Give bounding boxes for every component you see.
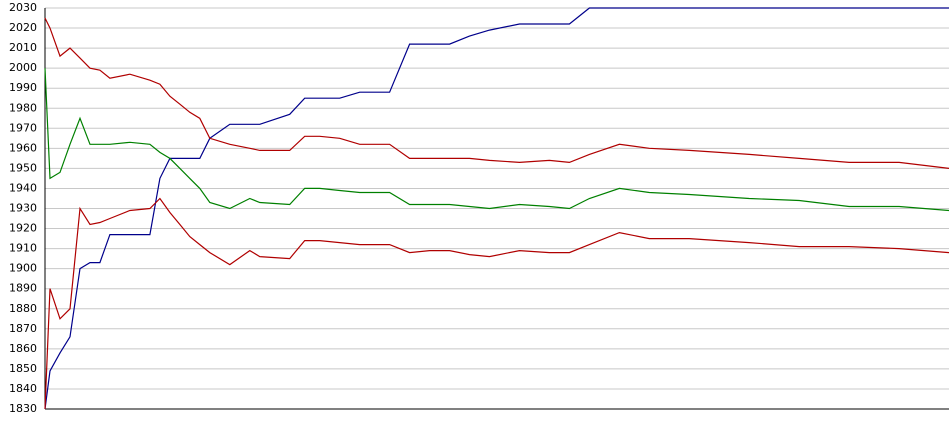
y-tick-label: 1850 [9,362,37,375]
y-tick-label: 1960 [9,141,37,154]
y-tick-label: 2030 [9,1,37,14]
y-tick-label: 1890 [9,282,37,295]
series-line [44,68,950,212]
y-tick-label: 1860 [9,342,37,355]
y-tick-label: 1950 [9,161,37,174]
y-tick-label: 1900 [9,262,37,275]
y-tick-label: 1840 [9,382,37,395]
y-tick-label: 1880 [9,302,37,315]
y-tick-label: 1940 [9,181,37,194]
y-tick-label: 1830 [9,402,37,415]
y-tick-label: 1910 [9,242,37,255]
y-tick-label: 1980 [9,101,37,114]
y-tick-label: 1990 [9,81,37,94]
y-tick-label: 2000 [9,61,37,74]
series-line [44,17,950,169]
series-line [44,197,950,410]
y-tick-label: 1870 [9,322,37,335]
y-tick-label: 1920 [9,222,37,235]
y-tick-label: 1930 [9,202,37,215]
series-line [44,7,949,410]
y-tick-label: 2020 [9,21,37,34]
y-tick-label: 1970 [9,121,37,134]
y-tick-label: 2010 [9,41,37,54]
